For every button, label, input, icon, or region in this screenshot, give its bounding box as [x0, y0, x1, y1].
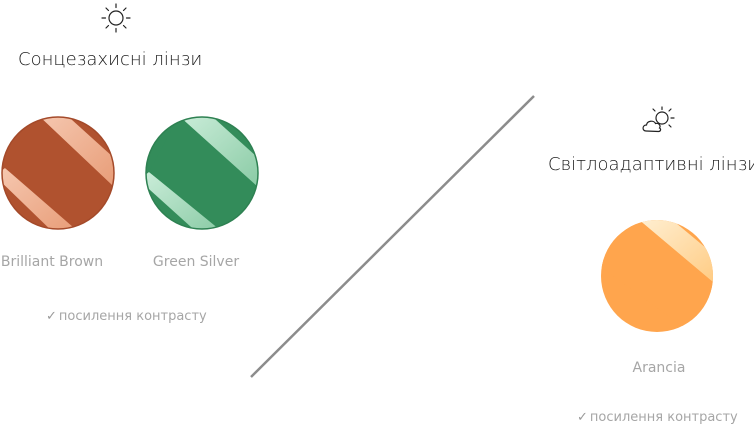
- sun-cloud-icon: [640, 105, 678, 137]
- contrast-note-text: посилення контрасту: [589, 410, 738, 425]
- lens-label-brilliant-brown: Brilliant Brown: [0, 254, 104, 270]
- photo-section-title: Світлоадаптивні лінзи: [548, 154, 754, 175]
- contrast-note-text: посилення контрасту: [58, 309, 207, 324]
- sun-icon: [99, 2, 133, 34]
- lens-label-arancia: Arancia: [632, 360, 686, 376]
- check-icon: ✓: [46, 309, 57, 324]
- check-icon: ✓: [577, 410, 588, 425]
- contrast-note-sun: ✓ посилення контрасту: [46, 309, 207, 324]
- lens-label-green-silver: Green Silver: [152, 254, 240, 270]
- lens-brilliant-brown[interactable]: [1, 116, 115, 230]
- diagonal-divider: [248, 94, 538, 384]
- sun-section-title: Сонцезахисні лінзи: [18, 49, 203, 70]
- lens-arancia[interactable]: [600, 219, 714, 333]
- lens-green-silver[interactable]: [145, 116, 259, 230]
- contrast-note-photo: ✓ посилення контрасту: [577, 410, 738, 425]
